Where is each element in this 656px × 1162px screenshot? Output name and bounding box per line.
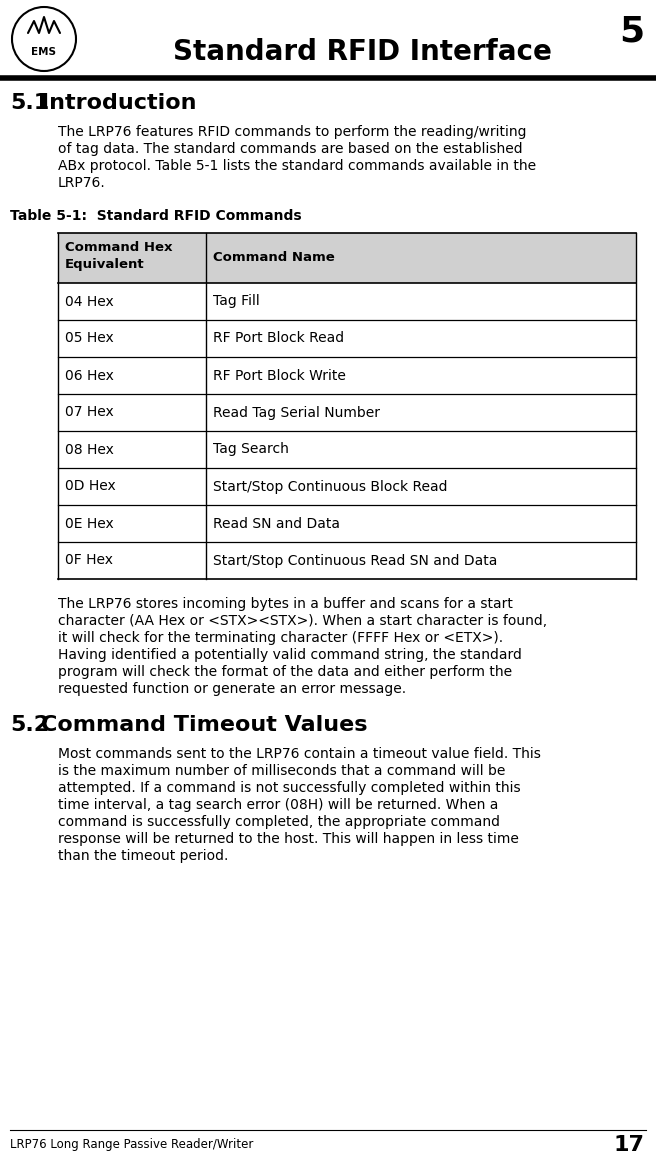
Text: The LRP76 stores incoming bytes in a buffer and scans for a start: The LRP76 stores incoming bytes in a buf… xyxy=(58,597,513,611)
Text: 07 Hex: 07 Hex xyxy=(65,406,113,419)
Text: 0E Hex: 0E Hex xyxy=(65,516,113,531)
Text: RF Port Block Write: RF Port Block Write xyxy=(213,368,346,382)
Text: Start/Stop Continuous Read SN and Data: Start/Stop Continuous Read SN and Data xyxy=(213,553,497,567)
Text: ABx protocol. Table 5-1 lists the standard commands available in the: ABx protocol. Table 5-1 lists the standa… xyxy=(58,159,536,173)
Text: character (AA Hex or <STX><STX>). When a start character is found,: character (AA Hex or <STX><STX>). When a… xyxy=(58,614,547,627)
Text: response will be returned to the host. This will happen in less time: response will be returned to the host. T… xyxy=(58,832,519,846)
Text: 04 Hex: 04 Hex xyxy=(65,294,113,308)
Text: EMS: EMS xyxy=(31,46,56,57)
Text: 17: 17 xyxy=(613,1135,644,1155)
Bar xyxy=(58,234,636,284)
Text: of tag data. The standard commands are based on the established: of tag data. The standard commands are b… xyxy=(58,142,523,156)
Text: The LRP76 features RFID commands to perform the reading/writing: The LRP76 features RFID commands to perf… xyxy=(58,125,527,139)
Text: LRP76 Long Range Passive Reader/Writer: LRP76 Long Range Passive Reader/Writer xyxy=(10,1138,253,1152)
Text: than the timeout period.: than the timeout period. xyxy=(58,849,228,863)
Text: Read Tag Serial Number: Read Tag Serial Number xyxy=(213,406,380,419)
Text: 05 Hex: 05 Hex xyxy=(65,331,113,345)
Text: Tag Fill: Tag Fill xyxy=(213,294,260,308)
Text: Standard RFID Interface: Standard RFID Interface xyxy=(173,38,552,66)
Text: program will check the format of the data and either perform the: program will check the format of the dat… xyxy=(58,665,512,679)
Text: attempted. If a command is not successfully completed within this: attempted. If a command is not successfu… xyxy=(58,781,521,795)
Text: command is successfully completed, the appropriate command: command is successfully completed, the a… xyxy=(58,815,500,829)
Text: Tag Search: Tag Search xyxy=(213,443,289,457)
Text: 0F Hex: 0F Hex xyxy=(65,553,113,567)
Text: Start/Stop Continuous Block Read: Start/Stop Continuous Block Read xyxy=(213,480,447,494)
Text: is the maximum number of milliseconds that a command will be: is the maximum number of milliseconds th… xyxy=(58,763,505,779)
Text: it will check for the terminating character (FFFF Hex or <ETX>).: it will check for the terminating charac… xyxy=(58,631,503,645)
Text: Command Hex
Equivalent: Command Hex Equivalent xyxy=(65,241,173,271)
Text: requested function or generate an error message.: requested function or generate an error … xyxy=(58,682,406,696)
Text: Command Name: Command Name xyxy=(213,251,335,264)
Text: 5: 5 xyxy=(619,15,644,49)
Text: Table 5-1:  Standard RFID Commands: Table 5-1: Standard RFID Commands xyxy=(10,209,302,223)
Text: Read SN and Data: Read SN and Data xyxy=(213,516,340,531)
Text: Having identified a potentially valid command string, the standard: Having identified a potentially valid co… xyxy=(58,648,522,662)
Text: Most commands sent to the LRP76 contain a timeout value field. This: Most commands sent to the LRP76 contain … xyxy=(58,747,541,761)
Text: time interval, a tag search error (08H) will be returned. When a: time interval, a tag search error (08H) … xyxy=(58,798,499,812)
Text: 06 Hex: 06 Hex xyxy=(65,368,114,382)
Text: 0D Hex: 0D Hex xyxy=(65,480,115,494)
Text: 08 Hex: 08 Hex xyxy=(65,443,114,457)
Text: LRP76.: LRP76. xyxy=(58,175,106,191)
Text: RF Port Block Read: RF Port Block Read xyxy=(213,331,344,345)
Text: 5.2: 5.2 xyxy=(10,715,49,736)
Text: Command Timeout Values: Command Timeout Values xyxy=(10,715,367,736)
Text: 5.1: 5.1 xyxy=(10,93,49,113)
Text: Introduction: Introduction xyxy=(10,93,197,113)
